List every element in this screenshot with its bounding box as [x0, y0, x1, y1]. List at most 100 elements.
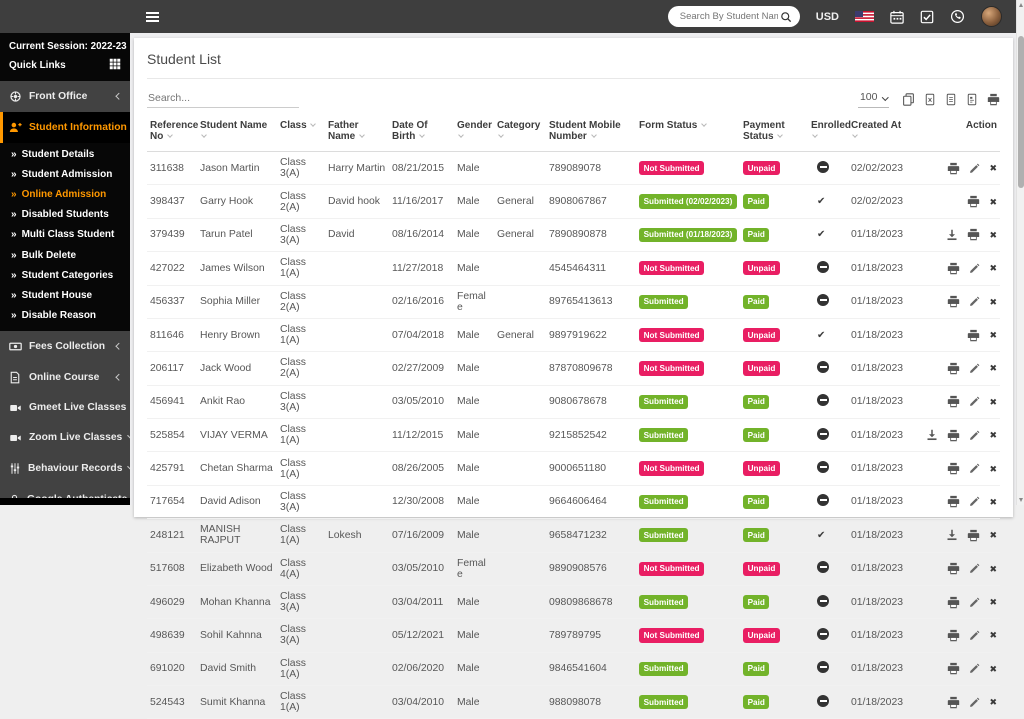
- pencil-icon[interactable]: [969, 697, 980, 708]
- print-icon[interactable]: [947, 596, 960, 609]
- sidebar-item-gmeet-live-classes[interactable]: Gmeet Live Classes: [0, 393, 130, 423]
- print-icon[interactable]: [947, 262, 960, 275]
- print-icon[interactable]: [947, 395, 960, 408]
- print-icon[interactable]: [947, 495, 960, 508]
- print-icon[interactable]: [947, 429, 960, 442]
- sidebar-subitem-disabled-students[interactable]: » Disabled Students: [0, 205, 130, 225]
- pencil-icon[interactable]: [969, 396, 980, 407]
- column-header-student-name[interactable]: Student Name: [197, 115, 277, 152]
- sidebar-subitem-disable-reason[interactable]: » Disable Reason: [0, 306, 130, 326]
- print-icon[interactable]: [947, 629, 960, 642]
- delete-icon[interactable]: ✖: [989, 530, 997, 541]
- print-icon[interactable]: [947, 462, 960, 475]
- delete-icon[interactable]: ✖: [989, 697, 997, 708]
- delete-icon[interactable]: ✖: [989, 430, 997, 441]
- sidebar-subitem-student-details[interactable]: » Student Details: [0, 144, 130, 164]
- delete-icon[interactable]: ✖: [989, 296, 997, 307]
- print-icon[interactable]: [967, 529, 980, 542]
- currency-selector[interactable]: USD: [815, 10, 839, 23]
- print-icon[interactable]: [947, 562, 960, 575]
- pencil-icon[interactable]: [969, 630, 980, 641]
- tasks-icon[interactable]: [920, 10, 934, 24]
- calendar-icon[interactable]: [890, 10, 904, 24]
- download-icon[interactable]: [946, 529, 958, 541]
- sidebar-subitem-student-admission[interactable]: » Student Admission: [0, 164, 130, 184]
- user-avatar[interactable]: [981, 6, 1002, 27]
- pencil-icon[interactable]: [969, 296, 980, 307]
- delete-icon[interactable]: ✖: [989, 663, 997, 674]
- pencil-icon[interactable]: [969, 163, 980, 174]
- pencil-icon[interactable]: [969, 430, 980, 441]
- column-header-reference-no[interactable]: Reference No: [147, 115, 198, 152]
- delete-icon[interactable]: ✖: [989, 563, 997, 574]
- column-header-form-status[interactable]: Form Status: [636, 115, 740, 152]
- us-flag-icon[interactable]: [855, 11, 874, 22]
- download-icon[interactable]: [946, 229, 958, 241]
- delete-icon[interactable]: ✖: [989, 196, 997, 207]
- sidebar-subitem-online-admission[interactable]: » Online Admission: [0, 184, 130, 204]
- sidebar-item-behaviour-records[interactable]: Behaviour Records: [0, 453, 130, 484]
- delete-icon[interactable]: ✖: [989, 363, 997, 374]
- pencil-icon[interactable]: [969, 597, 980, 608]
- column-header-date-of-birth[interactable]: Date Of Birth: [389, 115, 454, 152]
- pencil-icon[interactable]: [969, 496, 980, 507]
- delete-icon[interactable]: ✖: [989, 229, 997, 240]
- print-icon[interactable]: [947, 662, 960, 675]
- print-icon[interactable]: [987, 93, 1000, 106]
- sidebar-subitem-bulk-delete[interactable]: » Bulk Delete: [0, 245, 130, 265]
- quick-links-grid-icon[interactable]: [109, 58, 121, 73]
- delete-icon[interactable]: ✖: [989, 630, 997, 641]
- column-header-created-at[interactable]: Created At: [848, 115, 910, 152]
- print-icon[interactable]: [967, 329, 980, 342]
- column-header-student-mobile-number[interactable]: Student Mobile Number: [546, 115, 636, 152]
- delete-icon[interactable]: ✖: [989, 496, 997, 507]
- pdf-icon[interactable]: [966, 93, 978, 106]
- sidebar-item-zoom-live-classes[interactable]: Zoom Live Classes: [0, 423, 130, 453]
- delete-icon[interactable]: ✖: [989, 263, 997, 274]
- pencil-icon[interactable]: [969, 463, 980, 474]
- print-icon[interactable]: [967, 195, 980, 208]
- sidebar-item-student-information[interactable]: Student Information: [0, 112, 130, 143]
- print-icon[interactable]: [947, 295, 960, 308]
- scroll-up-icon[interactable]: [1018, 3, 1023, 7]
- column-header-father-name[interactable]: Father Name: [325, 115, 389, 152]
- pencil-icon[interactable]: [969, 263, 980, 274]
- print-icon[interactable]: [947, 696, 960, 709]
- sidebar-subitem-student-house[interactable]: » Student House: [0, 285, 130, 305]
- print-icon[interactable]: [947, 362, 960, 375]
- page-size-select[interactable]: 100: [857, 91, 889, 108]
- pencil-icon[interactable]: [969, 663, 980, 674]
- cell-created-at: 01/18/2023: [848, 318, 910, 353]
- delete-icon[interactable]: ✖: [989, 330, 997, 341]
- global-search-input[interactable]: [677, 10, 780, 23]
- delete-icon[interactable]: ✖: [989, 597, 997, 608]
- print-icon[interactable]: [967, 228, 980, 241]
- column-header-class[interactable]: Class: [277, 115, 325, 152]
- column-header-gender[interactable]: Gender: [454, 115, 494, 152]
- copy-icon[interactable]: [902, 93, 915, 106]
- pencil-icon[interactable]: [969, 563, 980, 574]
- column-header-payment-status[interactable]: Payment Status: [740, 115, 808, 152]
- sidebar-item-front-office[interactable]: Front Office: [0, 81, 130, 112]
- table-search-input[interactable]: [147, 89, 299, 108]
- sidebar-subitem-student-categories[interactable]: » Student Categories: [0, 265, 130, 285]
- scrollbar-thumb[interactable]: [1018, 36, 1024, 188]
- excel-icon[interactable]: [924, 93, 936, 106]
- download-icon[interactable]: [926, 429, 938, 441]
- column-header-enrolled[interactable]: Enrolled: [808, 115, 851, 152]
- delete-icon[interactable]: ✖: [989, 163, 997, 174]
- pencil-icon[interactable]: [969, 363, 980, 374]
- scroll-down-icon[interactable]: [1018, 498, 1023, 502]
- whatsapp-icon[interactable]: [950, 9, 965, 24]
- menu-toggle-icon[interactable]: [146, 12, 159, 24]
- search-icon[interactable]: [780, 11, 792, 23]
- vertical-scrollbar[interactable]: [1016, 0, 1024, 505]
- csv-icon[interactable]: [945, 93, 957, 106]
- delete-icon[interactable]: ✖: [989, 396, 997, 407]
- sidebar-item-fees-collection[interactable]: Fees Collection: [0, 331, 130, 362]
- sidebar-subitem-multi-class-student[interactable]: » Multi Class Student: [0, 225, 130, 245]
- delete-icon[interactable]: ✖: [989, 463, 997, 474]
- column-header-category[interactable]: Category: [494, 115, 546, 152]
- sidebar-item-online-course[interactable]: Online Course: [0, 362, 130, 393]
- print-icon[interactable]: [947, 162, 960, 175]
